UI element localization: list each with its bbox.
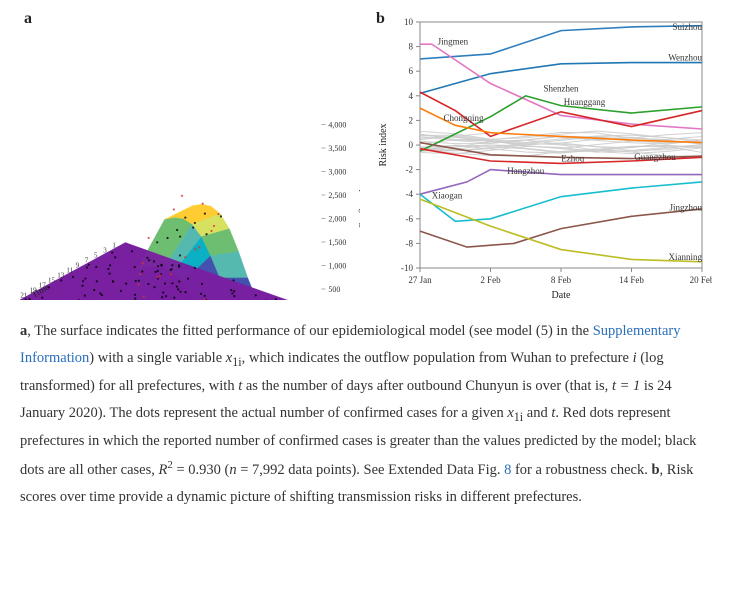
svg-text:Guangzhou: Guangzhou bbox=[634, 152, 676, 162]
svg-text:Jingzhou: Jingzhou bbox=[670, 203, 703, 213]
panel-a-3d-surface: 05001,0001,5002,0002,5003,0003,5004,0000… bbox=[20, 10, 360, 300]
panel-b-label: b bbox=[376, 10, 385, 28]
caption-prefix-b: b bbox=[651, 462, 659, 478]
svg-text:Date: Date bbox=[552, 290, 571, 300]
svg-text:1,000: 1,000 bbox=[328, 262, 346, 271]
svg-text:9: 9 bbox=[76, 262, 80, 270]
svg-text:15: 15 bbox=[48, 277, 56, 285]
svg-text:4: 4 bbox=[409, 91, 414, 101]
svg-text:2,000: 2,000 bbox=[328, 215, 346, 224]
svg-text:6: 6 bbox=[409, 66, 414, 76]
svg-text:3: 3 bbox=[103, 247, 107, 255]
svg-text:21: 21 bbox=[20, 292, 28, 300]
panel-a: a 05001,0001,5002,0002,5003,0003,5004,00… bbox=[20, 10, 360, 300]
svg-text:Chongqing: Chongqing bbox=[444, 113, 485, 123]
svg-text:3,500: 3,500 bbox=[328, 144, 346, 153]
panel-b: b -10 -8 -6 -4 -2 0 2 4 6 8 10 27 Jan 2 Feb 8 Feb 14 F… bbox=[372, 10, 712, 300]
svg-text:Xianning: Xianning bbox=[669, 252, 703, 262]
svg-text:1: 1 bbox=[112, 242, 116, 250]
svg-text:2: 2 bbox=[409, 115, 414, 125]
svg-text:2 Feb: 2 Feb bbox=[480, 275, 501, 285]
svg-text:Xiaogan: Xiaogan bbox=[432, 190, 463, 200]
svg-text:8 Feb: 8 Feb bbox=[551, 275, 572, 285]
svg-text:2,500: 2,500 bbox=[328, 191, 346, 200]
figure-caption: a, The surface indicates the fitted perf… bbox=[20, 318, 710, 510]
svg-text:-4: -4 bbox=[406, 189, 414, 199]
svg-text:-6: -6 bbox=[406, 214, 414, 224]
svg-text:7: 7 bbox=[85, 257, 89, 265]
svg-text:Wenzhou: Wenzhou bbox=[668, 53, 702, 63]
svg-text:3,000: 3,000 bbox=[328, 168, 346, 177]
svg-text:8: 8 bbox=[409, 42, 414, 52]
svg-text:11: 11 bbox=[66, 267, 73, 275]
svg-text:27 Jan: 27 Jan bbox=[408, 275, 432, 285]
svg-text:-10: -10 bbox=[401, 263, 413, 273]
svg-text:Suizhou: Suizhou bbox=[672, 22, 702, 32]
svg-text:10: 10 bbox=[404, 17, 414, 27]
svg-text:Confirmed cases: Confirmed cases bbox=[357, 168, 360, 229]
svg-text:5: 5 bbox=[94, 252, 98, 260]
svg-text:500: 500 bbox=[328, 285, 340, 294]
svg-text:Hangzhou: Hangzhou bbox=[507, 166, 544, 176]
svg-text:20 Feb: 20 Feb bbox=[690, 275, 712, 285]
svg-text:14 Feb: 14 Feb bbox=[619, 275, 644, 285]
svg-text:0: 0 bbox=[409, 140, 414, 150]
svg-text:1,500: 1,500 bbox=[328, 238, 346, 247]
figure-row: a 0 500 1,000 1,500 2,000 2,500 3,000 3,500 4,00… bbox=[20, 10, 710, 300]
panel-b-line-chart: -10 -8 -6 -4 -2 0 2 4 6 8 10 27 Jan 2 Feb 8 Feb 14 Feb… bbox=[372, 10, 712, 300]
svg-text:13: 13 bbox=[57, 272, 64, 280]
svg-text:-2: -2 bbox=[406, 165, 414, 175]
svg-text:4,000: 4,000 bbox=[328, 121, 346, 130]
panel-a-label: a bbox=[24, 10, 32, 28]
svg-text:Risk index: Risk index bbox=[378, 123, 389, 166]
svg-text:Jingmen: Jingmen bbox=[438, 37, 469, 47]
svg-text:Huanggang: Huanggang bbox=[564, 97, 606, 107]
svg-text:-8: -8 bbox=[406, 238, 414, 248]
svg-text:Shenzhen: Shenzhen bbox=[544, 83, 579, 93]
